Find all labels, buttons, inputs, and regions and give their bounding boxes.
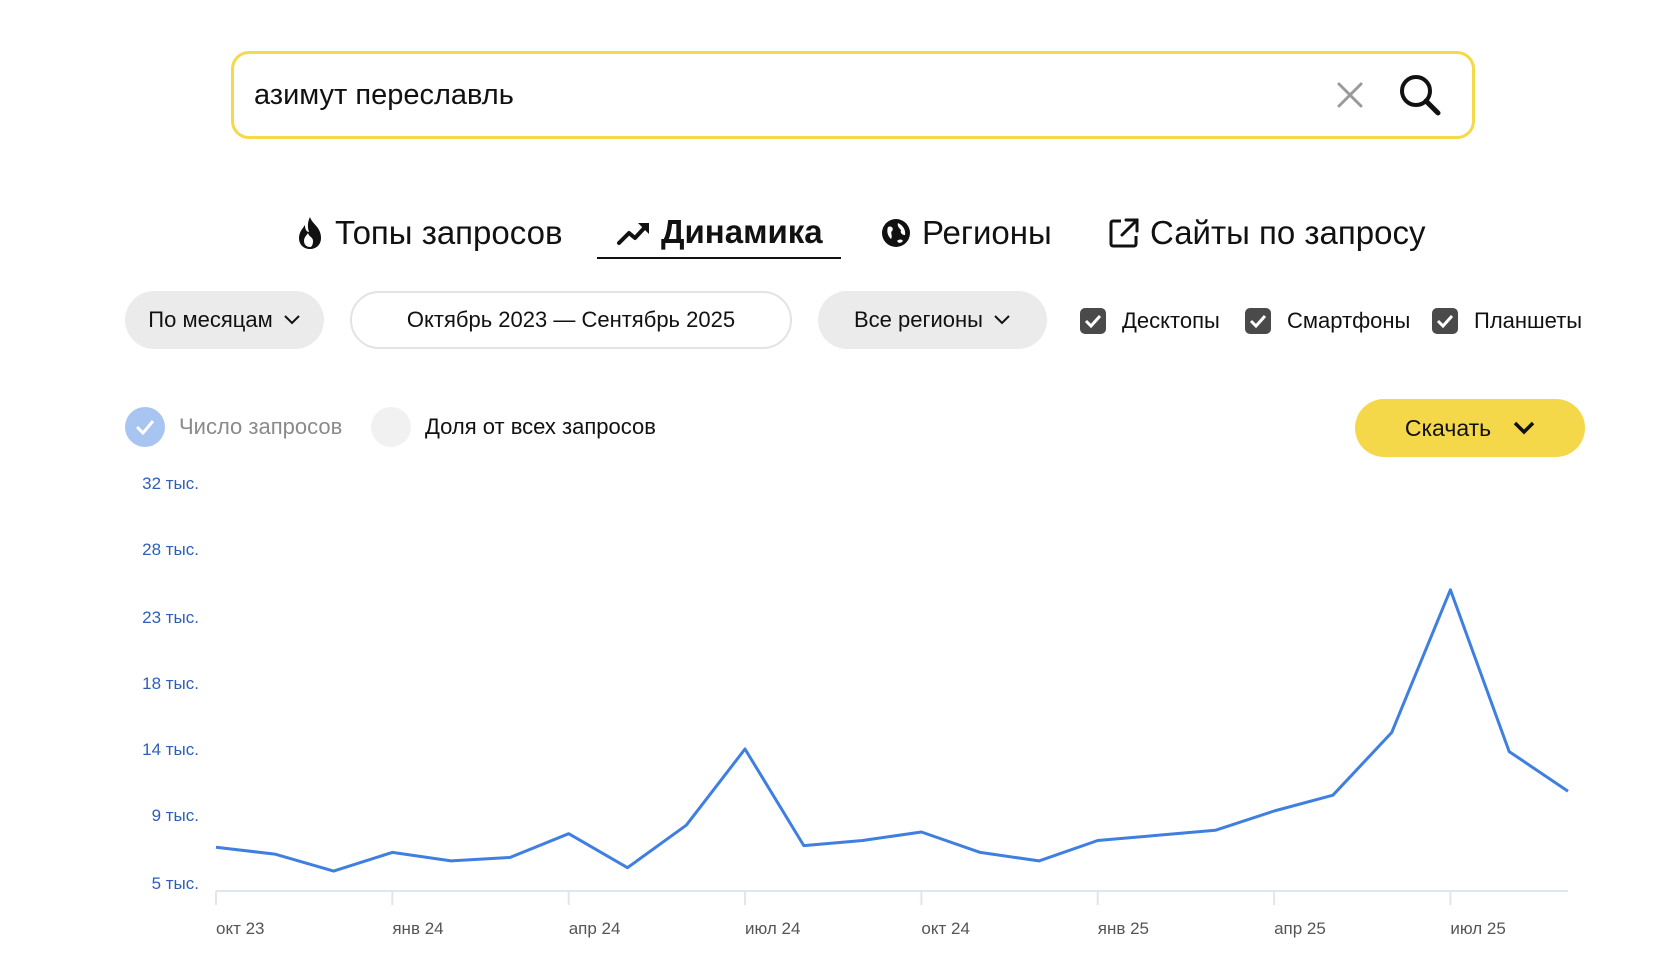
data-point[interactable] — [565, 830, 573, 838]
search-input[interactable]: азимут переславль — [254, 78, 514, 111]
chevron-down-icon — [283, 315, 300, 325]
x-tick-label: июл 24 — [745, 919, 800, 938]
data-point[interactable] — [1035, 857, 1043, 865]
checkbox-icon[interactable] — [1245, 308, 1271, 334]
tab-label: Регионы — [922, 214, 1052, 251]
data-point[interactable] — [1388, 729, 1396, 737]
data-point[interactable] — [1505, 748, 1513, 756]
x-tick-label: апр 25 — [1274, 919, 1326, 938]
region-label: Все регионы — [853, 307, 983, 332]
tab-label: Динамика — [661, 213, 823, 250]
tab-top-queries[interactable]: Топы запросов — [295, 207, 563, 259]
checkbox-icon[interactable] — [1080, 308, 1106, 334]
data-point[interactable] — [447, 857, 455, 865]
data-point[interactable] — [1564, 787, 1572, 795]
data-point[interactable] — [741, 745, 749, 753]
search-icon[interactable] — [1394, 69, 1446, 121]
device-checkbox-smartphone[interactable]: Смартфоны — [1245, 306, 1410, 336]
data-point[interactable] — [682, 821, 690, 829]
data-point[interactable] — [1211, 826, 1219, 834]
dynamics-chart: 32 тыс. 28 тыс. 23 тыс. 18 тыс. 14 тыс. 9 тыс… — [142, 474, 1572, 938]
trend-up-icon — [617, 223, 649, 245]
date-range-label: Октябрь 2023 — Сентябрь 2025 — [406, 307, 736, 332]
device-checkbox-desktop[interactable]: Десктопы — [1080, 306, 1220, 336]
metric-label: Доля от всех запросов — [425, 414, 656, 439]
tab-label: Сайты по запросу — [1150, 214, 1426, 251]
device-checkbox-tablet[interactable]: Планшеты — [1432, 306, 1582, 336]
data-point[interactable] — [1094, 837, 1102, 845]
x-tick-label: окт 24 — [921, 919, 970, 938]
y-tick-label: 32 тыс. — [142, 474, 199, 493]
date-range-picker[interactable]: Октябрь 2023 — Сентябрь 2025 — [350, 291, 792, 349]
data-point[interactable] — [1270, 807, 1278, 815]
y-tick-label: 5 тыс. — [152, 874, 199, 893]
metric-option-query-count[interactable]: Число запросов — [125, 407, 342, 447]
device-label: Планшеты — [1474, 308, 1583, 333]
data-point[interactable] — [330, 867, 338, 875]
tab-dynamics[interactable]: Динамика — [597, 207, 841, 259]
period-group-label: По месяцам — [148, 307, 273, 332]
external-link-icon — [1109, 218, 1139, 248]
device-label: Смартфоны — [1287, 308, 1411, 333]
data-point[interactable] — [388, 848, 396, 856]
metric-option-share[interactable]: Доля от всех запросов — [371, 407, 656, 447]
checkbox-icon[interactable] — [1432, 308, 1458, 334]
search-bar[interactable]: азимут переславль — [231, 51, 1475, 139]
y-tick-label: 18 тыс. — [142, 674, 199, 693]
device-label: Десктопы — [1122, 308, 1220, 333]
data-point[interactable] — [623, 864, 631, 872]
data-point[interactable] — [859, 837, 867, 845]
data-point[interactable] — [212, 843, 220, 851]
region-select[interactable]: Все регионы — [818, 291, 1047, 349]
y-tick-label: 9 тыс. — [152, 806, 199, 825]
data-point[interactable] — [800, 842, 808, 850]
data-point[interactable] — [1329, 791, 1337, 799]
data-point[interactable] — [976, 848, 984, 856]
chevron-down-icon — [994, 315, 1010, 325]
chevron-down-icon — [1513, 421, 1535, 435]
data-point[interactable] — [1446, 586, 1454, 594]
data-point[interactable] — [1153, 831, 1161, 839]
fire-icon — [299, 217, 321, 249]
download-label: Скачать — [1404, 414, 1492, 441]
tab-label: Топы запросов — [335, 214, 563, 251]
data-point[interactable] — [917, 828, 925, 836]
series-line — [215, 588, 1569, 873]
y-tick-label: 23 тыс. — [142, 608, 199, 627]
x-tick-label: янв 25 — [1098, 919, 1149, 938]
data-point[interactable] — [506, 854, 514, 862]
tab-sites[interactable]: Сайты по запросу — [1108, 207, 1425, 259]
data-point[interactable] — [271, 850, 279, 858]
tab-regions[interactable]: Регионы — [880, 207, 1052, 259]
period-group-select[interactable]: По месяцам — [125, 291, 324, 349]
globe-icon — [882, 219, 910, 247]
radio-circle[interactable] — [371, 407, 411, 447]
x-tick-label: апр 24 — [569, 919, 621, 938]
clear-icon[interactable] — [1328, 73, 1372, 117]
metric-label: Число запросов — [179, 414, 343, 439]
y-tick-label: 28 тыс. — [142, 540, 199, 559]
check-icon[interactable] — [125, 407, 165, 447]
download-button[interactable]: Скачать — [1355, 399, 1585, 457]
y-tick-label: 14 тыс. — [142, 740, 199, 759]
x-tick-label: окт 23 — [216, 919, 265, 938]
x-tick-label: янв 24 — [392, 919, 443, 938]
x-tick-label: июл 25 — [1450, 919, 1505, 938]
